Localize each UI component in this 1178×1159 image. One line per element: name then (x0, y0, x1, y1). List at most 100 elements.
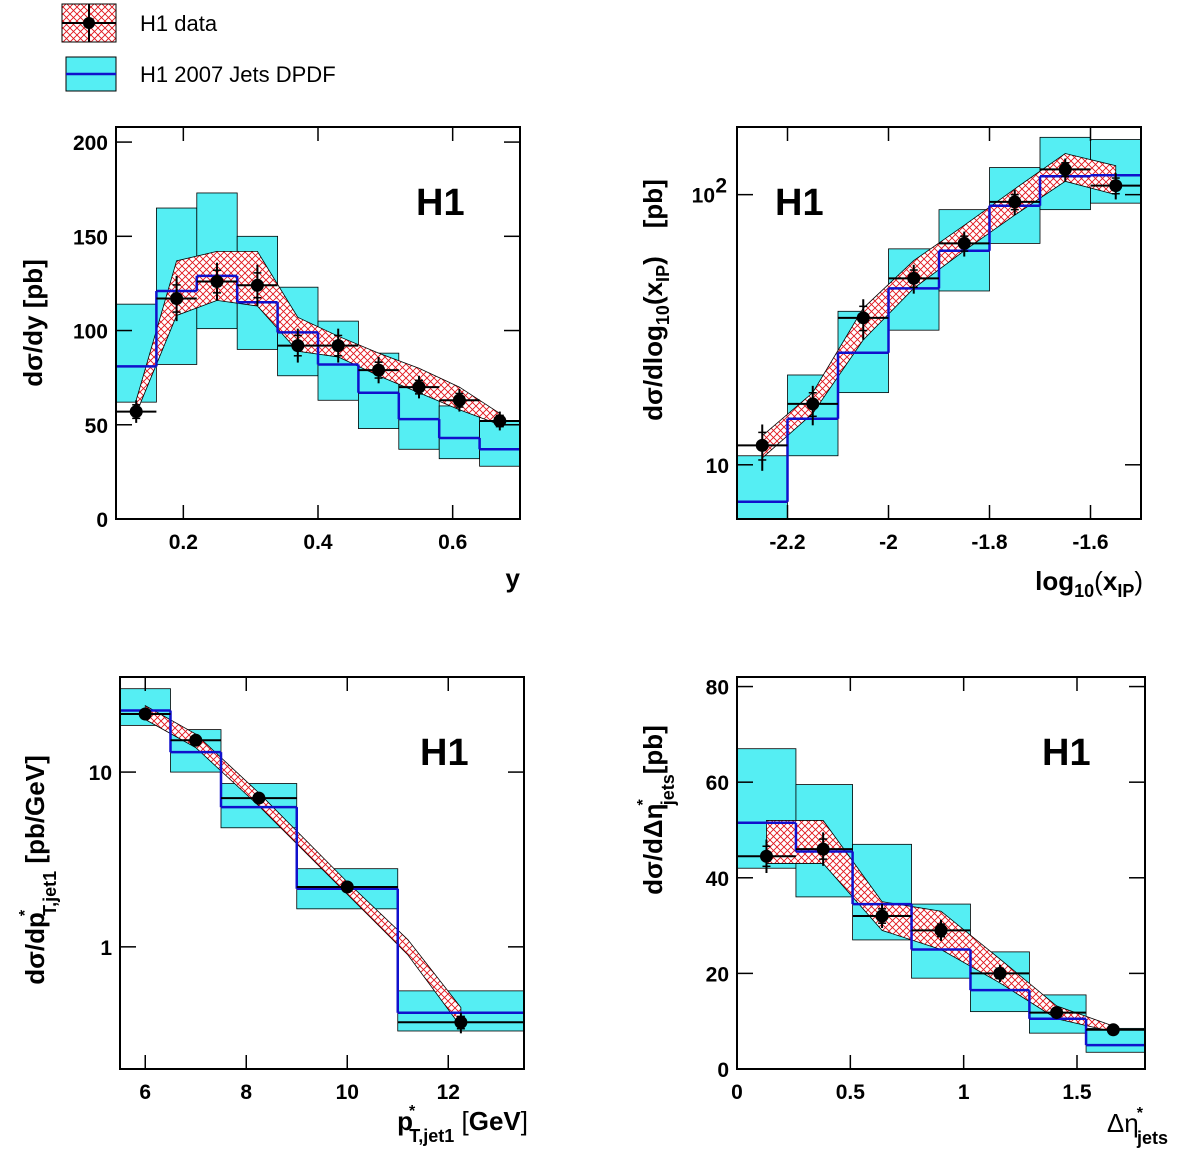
y-tick-label: 40 (706, 868, 729, 891)
x-tick-label: 1 (958, 1081, 970, 1104)
x-tick-label: -1.8 (971, 531, 1008, 554)
data-point (412, 380, 426, 394)
y-tick-label: 0 (96, 509, 108, 532)
model-band (736, 748, 1146, 1053)
y-tick-label: 10 (706, 455, 729, 478)
data-point (755, 438, 769, 452)
panel-deta: 0 0.5 1 1.5 0 20 40 60 80 H1 Δη* jets dσ/dΔη* jet… (635, 676, 1168, 1148)
x-tick-label: 12 (437, 1081, 460, 1104)
y-axis-title: dσ/dΔη* jets[pb] (635, 725, 678, 895)
data-point (452, 393, 466, 407)
plot-frame (119, 676, 525, 1070)
data-points (120, 707, 524, 1034)
data-point (189, 733, 203, 747)
data-point (291, 339, 305, 353)
y-axis-title: dσ/dlog10(xIP)[pb] (638, 179, 673, 421)
y-tick-exponent: 2 (715, 175, 727, 198)
legend: H1 data H1 2007 Jets DPDF (61, 3, 336, 92)
panel-y: 0.2 0.4 0.6 0 50 100 150 200 H1 y dσ/dy [pb] (18, 126, 521, 593)
x-tick-label: 0.5 (836, 1081, 866, 1104)
data-point (493, 414, 507, 428)
legend-data-label: H1 data (140, 11, 218, 36)
data-point (993, 966, 1007, 980)
data-point (252, 791, 266, 805)
y-tick-label: 80 (706, 677, 729, 700)
h1-label: H1 (775, 182, 824, 224)
y-tick-label: 60 (706, 772, 729, 795)
data-point (210, 275, 224, 289)
h1-label: H1 (1042, 732, 1091, 774)
x-tick-label: 0.6 (438, 531, 467, 554)
panel-pt: 6 8 10 12 1 10 H1 p* T,jet1 [GeV] dσ/dp* T,jet… (17, 676, 528, 1146)
h1-label: H1 (416, 182, 465, 224)
x-axis-title: Δη* jets (1107, 1105, 1168, 1148)
y-ticks: 1 10 (89, 762, 524, 960)
x-tick-label: -2.2 (769, 531, 805, 554)
x-tick-label: 6 (139, 1081, 151, 1104)
x-ticks: 0 0.5 1 1.5 (731, 677, 1092, 1104)
y-tick-label: 0 (717, 1059, 729, 1082)
y-tick-label: 10 (692, 185, 715, 208)
x-tick-label: -2 (879, 531, 898, 554)
y-ticks: 0 50 100 150 200 (73, 132, 520, 532)
x-tick-label: 0.2 (169, 531, 198, 554)
data-point (138, 707, 152, 721)
x-ticks: -2.2 -2 -1.8 -1.6 (769, 127, 1109, 554)
data-point (250, 278, 264, 292)
data-point (340, 880, 354, 894)
x-axis-title: y (506, 563, 521, 593)
data-point (1106, 1023, 1120, 1037)
data-point (907, 271, 921, 285)
data-point (875, 909, 889, 923)
y-tick-label: 200 (73, 132, 108, 155)
data-points (116, 262, 520, 431)
data-point (331, 339, 345, 353)
data-point (856, 311, 870, 325)
y-tick-label: 20 (706, 963, 729, 986)
x-ticks: 0.2 0.4 0.6 (169, 127, 467, 554)
legend-entry-model: H1 2007 Jets DPDF (65, 56, 336, 92)
x-ticks: 6 8 10 12 (139, 677, 460, 1104)
y-tick-label: 50 (85, 415, 108, 438)
data-points (737, 832, 1145, 1037)
x-axis-title: p* T,jet1 [GeV] (397, 1103, 528, 1146)
legend-data-marker (83, 17, 95, 29)
legend-entry-data: H1 data (61, 3, 218, 43)
h1-label: H1 (420, 732, 469, 774)
legend-model-label: H1 2007 Jets DPDF (140, 62, 336, 87)
y-axis-title: dσ/dp* T,jet1 [pb/GeV] (17, 755, 60, 984)
x-axis-title: log10(xIP) (1035, 566, 1143, 601)
data-point (806, 397, 820, 411)
y-tick-label: 150 (73, 226, 108, 249)
data-point (372, 363, 386, 377)
data-point (454, 1015, 468, 1029)
data-point (816, 842, 830, 856)
y-tick-label: 10 (89, 762, 112, 785)
plot-frame (736, 126, 1142, 520)
data-point (129, 405, 143, 419)
data-point (1058, 162, 1072, 176)
data-point (1109, 179, 1123, 193)
y-tick-label: 1 (100, 937, 112, 960)
data-point (1050, 1006, 1064, 1020)
y-tick-label: 100 (73, 321, 108, 344)
x-tick-label: 0.4 (303, 531, 333, 554)
data-points (737, 158, 1141, 471)
model-line (737, 821, 1145, 1047)
x-tick-label: 1.5 (1062, 1081, 1092, 1104)
data-point (934, 923, 948, 937)
x-tick-label: 10 (336, 1081, 359, 1104)
x-tick-label: 8 (240, 1081, 252, 1104)
data-point (1008, 195, 1022, 209)
data-point (957, 236, 971, 250)
y-axis-title: dσ/dy [pb] (18, 259, 48, 387)
x-tick-label: -1.6 (1072, 531, 1108, 554)
data-point (759, 849, 773, 863)
y-ticks: 0 20 40 60 80 (706, 677, 1145, 1082)
data-point (170, 292, 184, 305)
plot-frame (736, 676, 1146, 1070)
x-tick-label: 0 (731, 1081, 743, 1104)
